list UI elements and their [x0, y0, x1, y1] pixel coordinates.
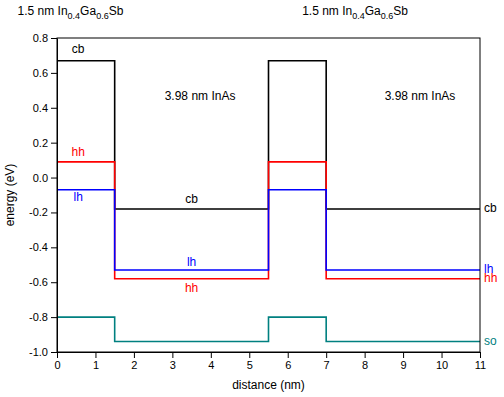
y-tick: 0.0: [33, 172, 57, 184]
y-tick: -0.6: [29, 276, 57, 288]
x-tick-mark: [57, 352, 58, 358]
x-tick-mark: [480, 352, 481, 358]
x-tick-mark: [288, 352, 289, 358]
x-tick: 8: [362, 352, 368, 371]
annotation: 1.5 nm In0.4Ga0.6Sb: [18, 4, 124, 21]
annotation: cb: [72, 42, 85, 56]
y-tick-label: 0.0: [33, 172, 48, 184]
y-tick-mark: [51, 212, 57, 213]
annotation: 3.98 nm InAs: [385, 89, 456, 103]
x-tick-label: 6: [285, 359, 291, 371]
x-tick-mark: [442, 352, 443, 358]
x-tick-label: 7: [324, 359, 330, 371]
x-tick-label: 8: [362, 359, 368, 371]
y-tick: -0.4: [29, 241, 57, 253]
y-tick: 0.4: [33, 102, 57, 114]
x-tick-mark: [172, 352, 173, 358]
y-tick-mark: [51, 38, 57, 39]
x-tick: 2: [131, 352, 137, 371]
x-tick-mark: [211, 352, 212, 358]
x-tick-label: 0: [54, 359, 60, 371]
series-label: lh: [484, 262, 493, 276]
y-tick-label: -0.6: [29, 276, 48, 288]
annotation: hh: [71, 145, 84, 159]
annotations: 1.5 nm In0.4Ga0.6Sb 1.5 nm In0.4Ga0.6Sb 3.…: [18, 4, 456, 295]
x-tick: 5: [247, 352, 253, 371]
plot: 0 1 2 3 4 5 6 7 8 9 10 11 -1.0 -0.8 -0.6 -0.4 -0.2 0.0 0.2…: [29, 32, 486, 371]
series-line: [57, 317, 480, 341]
x-tick-mark: [134, 352, 135, 358]
y-axis: -1.0 -0.8 -0.6 -0.4 -0.2 0.0 0.2 0.4 0.6 0.8: [29, 32, 57, 358]
y-tick-label: 0.2: [33, 137, 48, 149]
y-tick-label: -1.0: [29, 346, 48, 358]
frame: [57, 38, 480, 352]
x-tick: 1: [93, 352, 99, 371]
y-tick-label: 0.6: [33, 67, 48, 79]
x-tick-mark: [365, 352, 366, 358]
y-tick-mark: [51, 73, 57, 74]
x-tick-label: 10: [436, 359, 448, 371]
x-tick-label: 4: [208, 359, 214, 371]
x-tick-mark: [249, 352, 250, 358]
x-tick: 10: [436, 352, 448, 371]
y-tick: 0.2: [33, 137, 57, 149]
x-axis: 0 1 2 3 4 5 6 7 8 9 10 11: [54, 352, 486, 371]
chart: 0 1 2 3 4 5 6 7 8 9 10 11 -1.0 -0.8 -0.6 -0.4 -0.2 0.0 0.2…: [0, 0, 504, 397]
x-tick: 7: [324, 352, 330, 371]
y-tick: -0.2: [29, 206, 57, 218]
y-tick-label: 0.4: [33, 102, 48, 114]
x-tick: 6: [285, 352, 291, 371]
x-tick-label: 11: [475, 359, 486, 371]
series-label: cb: [484, 201, 497, 215]
series-lines: [57, 61, 480, 342]
y-tick-mark: [51, 317, 57, 318]
annotation: lh: [187, 255, 196, 269]
annotation: cb: [185, 192, 198, 206]
x-tick: 0: [54, 352, 60, 371]
y-tick: 0.8: [33, 32, 57, 44]
series-label: so: [484, 334, 497, 348]
series-line: [57, 162, 480, 279]
x-tick: 3: [170, 352, 176, 371]
annotation: 3.98 nm InAs: [165, 89, 236, 103]
x-tick-label: 9: [401, 359, 407, 371]
x-tick: 9: [401, 352, 407, 371]
annotation: 1.5 nm In0.4Ga0.6Sb: [302, 4, 408, 21]
y-tick-mark: [51, 352, 57, 353]
x-tick-label: 5: [247, 359, 253, 371]
y-tick-label: -0.2: [29, 206, 48, 218]
y-axis-title: energy (eV): [3, 164, 17, 227]
y-tick-label: -0.8: [29, 311, 48, 323]
x-tick: 11: [475, 352, 486, 371]
y-tick-label: -0.4: [29, 241, 48, 253]
y-axis-line: [57, 39, 58, 353]
x-axis-title: distance (nm): [232, 378, 305, 392]
x-tick-label: 2: [131, 359, 137, 371]
y-tick-mark: [51, 178, 57, 179]
x-tick-mark: [95, 352, 96, 358]
annotation: hh: [185, 281, 198, 295]
x-axis-line: [58, 352, 481, 353]
x-tick-mark: [403, 352, 404, 358]
y-tick-label: 0.8: [33, 32, 48, 44]
y-tick-mark: [51, 282, 57, 283]
x-tick: 4: [208, 352, 214, 371]
y-tick-mark: [51, 247, 57, 248]
x-tick-label: 1: [93, 359, 99, 371]
y-tick-mark: [51, 143, 57, 144]
series-line: [57, 190, 480, 270]
y-tick: -0.8: [29, 311, 57, 323]
x-tick-label: 3: [170, 359, 176, 371]
y-tick: -1.0: [29, 346, 57, 358]
annotation: lh: [73, 191, 82, 205]
y-tick: 0.6: [33, 67, 57, 79]
x-tick-mark: [326, 352, 327, 358]
y-tick-mark: [51, 108, 57, 109]
